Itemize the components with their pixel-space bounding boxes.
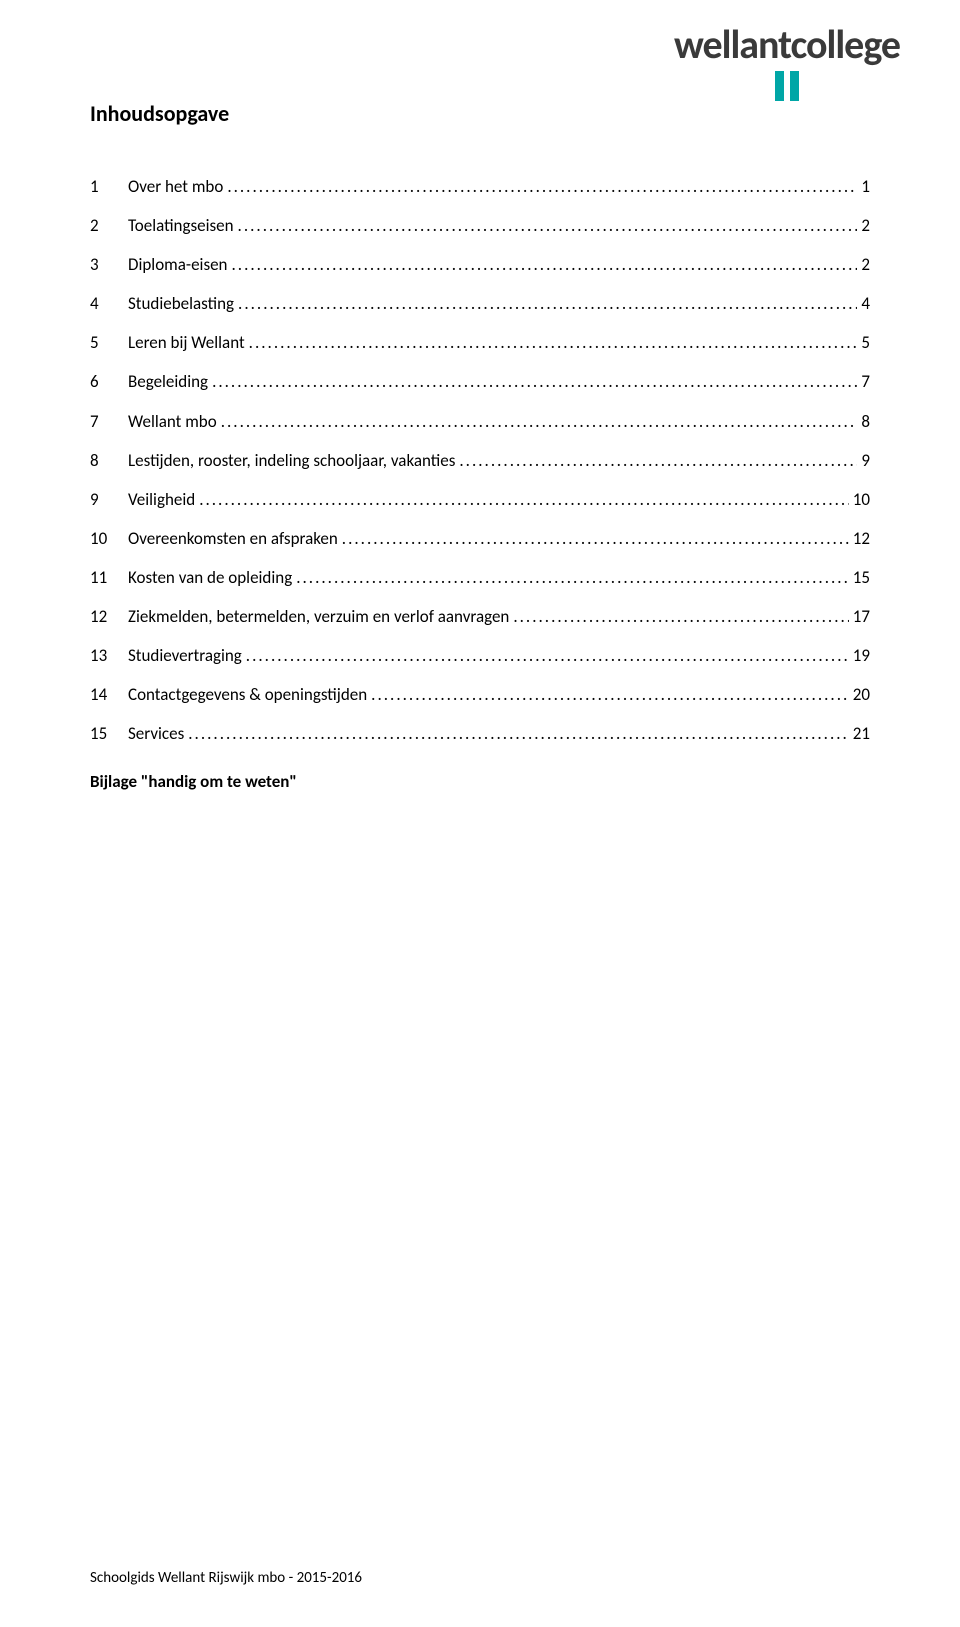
toc-number: 7 [90,402,128,441]
toc-number: 4 [90,284,128,323]
toc-row: 14Contactgegevens & openingstijden 20 [90,675,870,714]
toc-page-number: 4 [861,284,870,323]
toc-row: 8Lestijden, rooster, indeling schooljaar… [90,441,870,480]
toc-leader-dots [459,441,857,480]
toc-row: 5Leren bij Wellant5 [90,323,870,362]
toc-label: Lestijden, rooster, indeling schooljaar,… [128,441,455,480]
toc-number: 6 [90,362,128,401]
toc-leader-dots [513,597,848,636]
toc-leader-dots [232,245,858,284]
toc-number: 10 [90,519,128,558]
toc-number: 5 [90,323,128,362]
toc-row: 15Services 21 [90,714,870,753]
toc-page-number: 17 [853,597,870,636]
toc-page-number: 9 [861,441,870,480]
toc-leader-dots [249,323,858,362]
toc-label: Toelatingseisen [128,206,234,245]
toc-page-number: 1 [861,167,870,206]
toc-row: 1Over het mbo1 [90,167,870,206]
toc-leader-dots [238,206,858,245]
toc-page-number: 15 [853,558,870,597]
logo-bars-icon [775,71,799,101]
toc-leader-dots [188,714,849,753]
toc-row: 6Begeleiding 7 [90,362,870,401]
appendix-line: Bijlage "handig om te weten" [90,771,870,792]
toc-leader-dots [296,558,849,597]
toc-label: Contactgegevens & openingstijden [128,675,367,714]
toc-label: Begeleiding [128,362,208,401]
toc-label: Services [128,714,184,753]
toc-leader-dots [342,519,849,558]
footer-text: Schoolgids Wellant Rijswijk mbo - 2015-2… [90,1569,362,1587]
toc-number: 11 [90,558,128,597]
toc-label: Over het mbo [128,167,223,206]
toc-leader-dots [371,675,849,714]
toc-label: Studiebelasting [128,284,234,323]
toc-number: 8 [90,441,128,480]
toc-row: 3Diploma-eisen 2 [90,245,870,284]
toc-number: 13 [90,636,128,675]
toc-label: Leren bij Wellant [128,323,245,362]
toc-row: 9Veiligheid 10 [90,480,870,519]
toc-number: 9 [90,480,128,519]
logo: wellantcollege [674,20,900,106]
toc-label: Kosten van de opleiding [128,558,292,597]
page: wellantcollege Inhoudsopgave 1Over het m… [0,0,960,1627]
toc-leader-dots [246,636,849,675]
toc-page-number: 5 [861,323,870,362]
toc-page-number: 7 [861,362,870,401]
toc-row: 11Kosten van de opleiding 15 [90,558,870,597]
toc-page-number: 21 [853,714,870,753]
toc-leader-dots [221,402,858,441]
toc-leader-dots [212,362,857,401]
toc-page-number: 12 [853,519,870,558]
toc-page-number: 20 [853,675,870,714]
toc-label: Wellant mbo [128,402,217,441]
toc-page-number: 2 [861,245,870,284]
table-of-contents: 1Over het mbo12Toelatingseisen23Diploma-… [90,167,870,753]
toc-number: 3 [90,245,128,284]
toc-number: 15 [90,714,128,753]
toc-number: 12 [90,597,128,636]
toc-label: Veiligheid [128,480,195,519]
toc-page-number: 8 [861,402,870,441]
toc-row: 2Toelatingseisen2 [90,206,870,245]
toc-number: 14 [90,675,128,714]
logo-text: wellantcollege [674,20,900,69]
toc-label: Diploma-eisen [128,245,228,284]
toc-label: Studievertraging [128,636,242,675]
toc-row: 7Wellant mbo 8 [90,402,870,441]
toc-row: 13Studievertraging 19 [90,636,870,675]
toc-number: 1 [90,167,128,206]
toc-label: Ziekmelden, betermelden, verzuim en verl… [128,597,509,636]
toc-row: 4Studiebelasting4 [90,284,870,323]
toc-leader-dots [238,284,857,323]
toc-page-number: 10 [853,480,870,519]
toc-row: 10Overeenkomsten en afspraken 12 [90,519,870,558]
toc-leader-dots [227,167,857,206]
toc-number: 2 [90,206,128,245]
toc-leader-dots [199,480,849,519]
toc-label: Overeenkomsten en afspraken [128,519,338,558]
toc-row: 12Ziekmelden, betermelden, verzuim en ve… [90,597,870,636]
toc-page-number: 2 [861,206,870,245]
toc-page-number: 19 [853,636,870,675]
